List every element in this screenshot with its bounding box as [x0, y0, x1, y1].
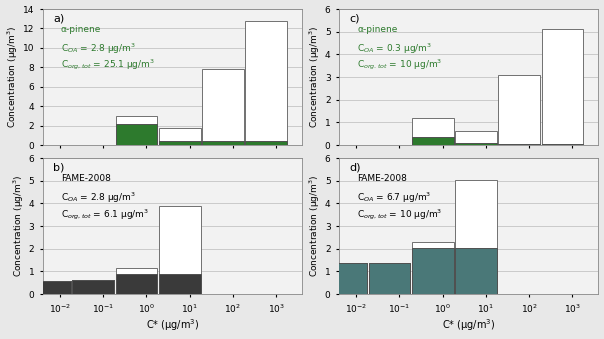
Text: C$_{OA}$ = 2.8 μg/m$^3$: C$_{OA}$ = 2.8 μg/m$^3$: [61, 42, 136, 56]
Bar: [498, 75, 540, 145]
Bar: [159, 274, 201, 294]
Bar: [245, 21, 287, 145]
Bar: [368, 263, 411, 294]
Bar: [412, 137, 454, 145]
Bar: [412, 118, 454, 145]
Text: C$_{OA}$ = 0.3 μg/m$^3$: C$_{OA}$ = 0.3 μg/m$^3$: [357, 42, 432, 56]
Bar: [542, 144, 583, 145]
Text: C$_{org,tot}$ = 10 μg/m$^3$: C$_{org,tot}$ = 10 μg/m$^3$: [357, 207, 443, 222]
Text: a): a): [53, 13, 64, 23]
Y-axis label: Concentration (μg/m$^3$): Concentration (μg/m$^3$): [5, 26, 20, 128]
Bar: [245, 141, 287, 145]
Bar: [498, 144, 540, 145]
Bar: [115, 116, 158, 145]
Bar: [29, 281, 71, 294]
Bar: [115, 274, 158, 294]
Bar: [159, 141, 201, 145]
Y-axis label: Concentration (μg/m$^3$): Concentration (μg/m$^3$): [307, 175, 322, 277]
Bar: [455, 131, 497, 145]
Text: d): d): [349, 162, 361, 172]
Text: FAME-2008: FAME-2008: [357, 175, 407, 183]
Bar: [368, 263, 411, 294]
Bar: [202, 141, 244, 145]
Bar: [159, 206, 201, 294]
Bar: [115, 268, 158, 294]
Y-axis label: Concentration (μg/m$^3$): Concentration (μg/m$^3$): [307, 26, 322, 128]
Text: FAME-2008: FAME-2008: [61, 175, 111, 183]
Bar: [202, 69, 244, 145]
Text: c): c): [349, 13, 360, 23]
Bar: [455, 180, 497, 294]
Bar: [159, 128, 201, 145]
Bar: [455, 248, 497, 294]
Text: α-pinene: α-pinene: [61, 25, 101, 34]
Bar: [412, 248, 454, 294]
Text: b): b): [53, 162, 64, 172]
Bar: [72, 280, 114, 294]
Bar: [455, 143, 497, 145]
X-axis label: C* (μg/m$^3$): C* (μg/m$^3$): [146, 318, 199, 334]
Bar: [72, 280, 114, 294]
Bar: [326, 263, 367, 294]
Text: C$_{org,tot}$ = 6.1 μg/m$^3$: C$_{org,tot}$ = 6.1 μg/m$^3$: [61, 207, 149, 222]
Y-axis label: Concentration (μg/m$^3$): Concentration (μg/m$^3$): [11, 175, 26, 277]
Text: C$_{org. tot}$ = 10 μg/m$^3$: C$_{org. tot}$ = 10 μg/m$^3$: [357, 58, 443, 73]
Bar: [542, 29, 583, 145]
X-axis label: C* (μg/m$^3$): C* (μg/m$^3$): [442, 318, 495, 334]
Bar: [29, 281, 71, 294]
Bar: [412, 242, 454, 294]
Text: C$_{org,tot}$ = 25.1 μg/m$^3$: C$_{org,tot}$ = 25.1 μg/m$^3$: [61, 58, 155, 73]
Text: α-pinene: α-pinene: [357, 25, 397, 34]
Text: C$_{OA}$ = 2.8 μg/m$^3$: C$_{OA}$ = 2.8 μg/m$^3$: [61, 191, 136, 205]
Bar: [115, 124, 158, 145]
Bar: [326, 263, 367, 294]
Text: C$_{OA}$ = 6.7 μg/m$^3$: C$_{OA}$ = 6.7 μg/m$^3$: [357, 191, 431, 205]
